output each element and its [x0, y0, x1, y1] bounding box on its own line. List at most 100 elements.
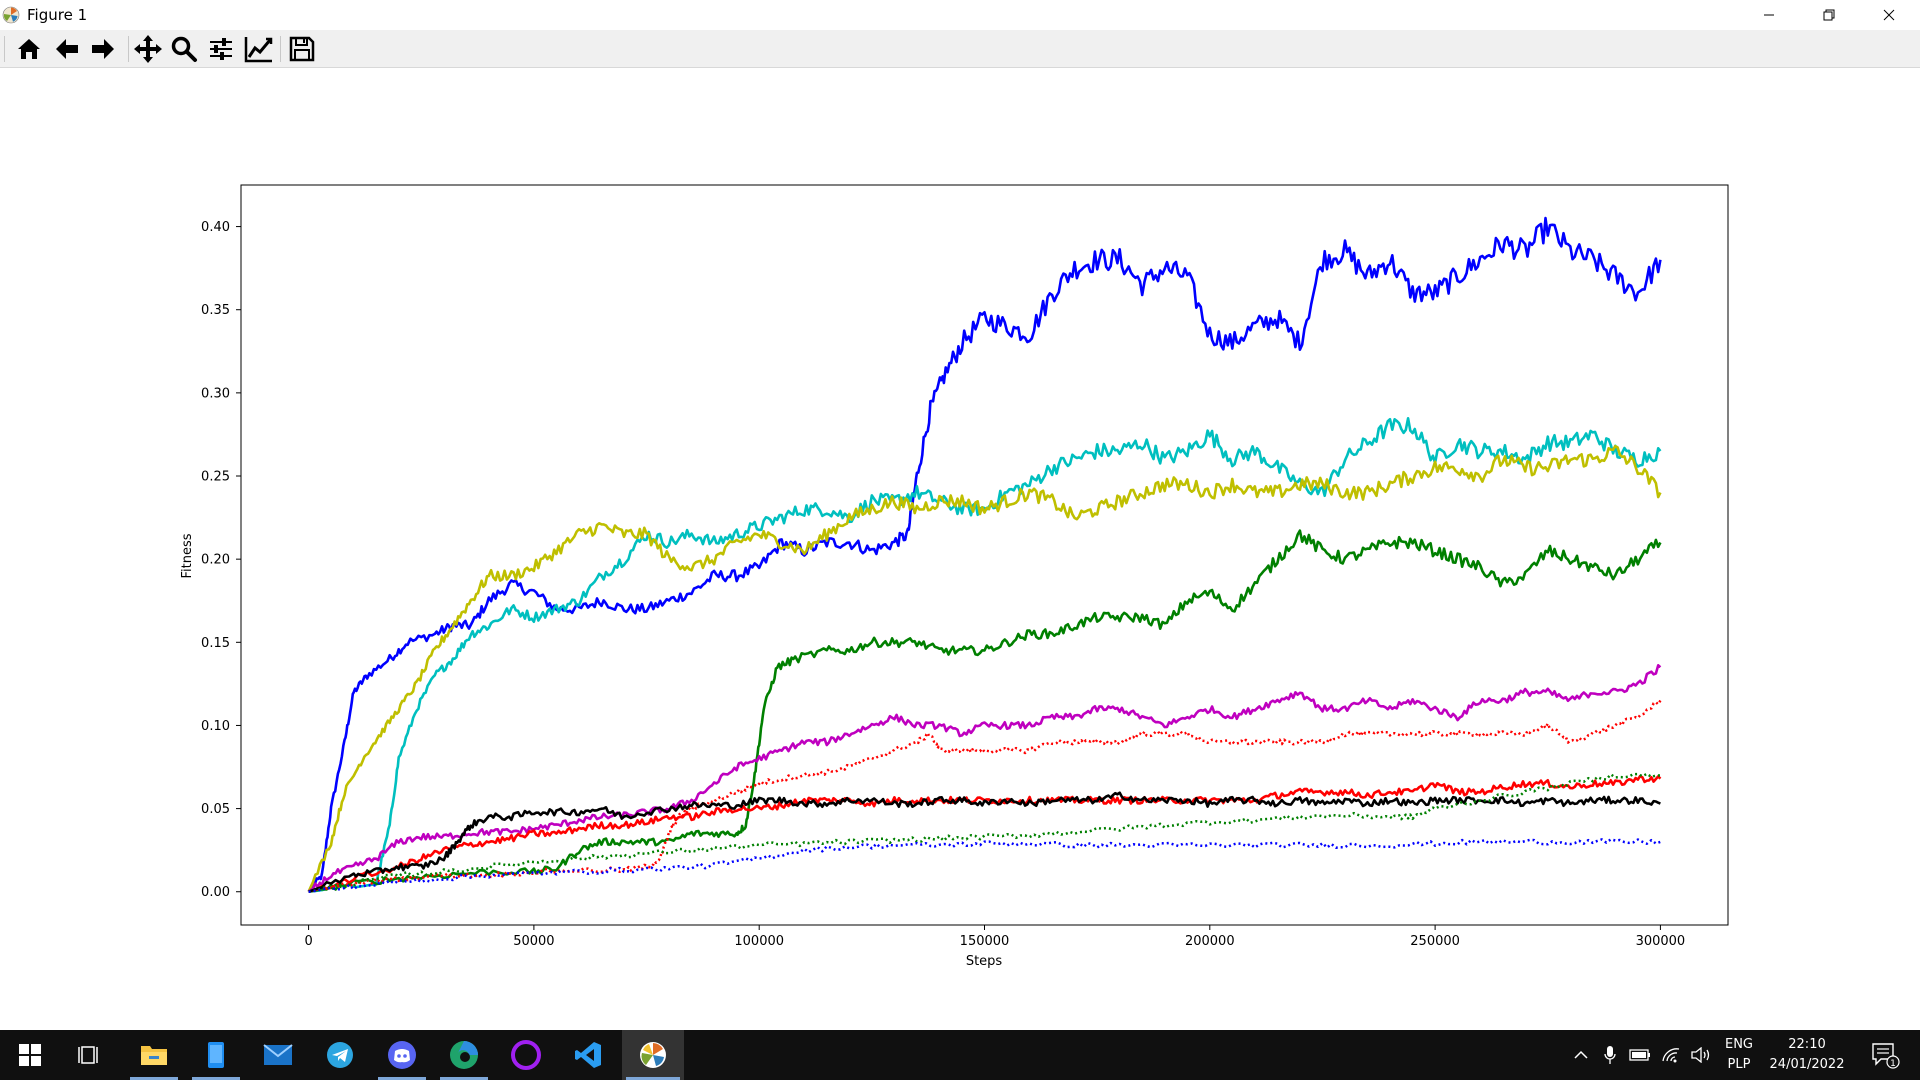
taskbar-obs[interactable]: [498, 1030, 554, 1080]
input-language-button[interactable]: ENG PLP: [1720, 1030, 1758, 1080]
series-layer: [307, 216, 1662, 893]
plot-frame: [240, 184, 1729, 926]
close-icon: [1883, 9, 1895, 21]
x-tick-label: 200000: [1185, 934, 1235, 949]
volume-tray-button[interactable]: [1688, 1030, 1714, 1080]
notification-center-button[interactable]: 1: [1866, 1030, 1906, 1080]
pan-icon: [134, 35, 162, 63]
forward-button[interactable]: [87, 33, 119, 65]
series-line-3: [308, 529, 1662, 893]
y-tick-label: 0.20: [201, 553, 230, 568]
clock-button[interactable]: 22:10 24/01/2022: [1762, 1030, 1852, 1080]
back-button[interactable]: [51, 33, 83, 65]
minimize-button[interactable]: [1740, 0, 1798, 30]
language-code: ENG: [1724, 1037, 1753, 1052]
taskbar-matplotlib-figure[interactable]: [622, 1030, 684, 1080]
y-tick-label: 0.25: [201, 470, 230, 485]
y-axis-label: Fitness: [180, 533, 195, 578]
home-button[interactable]: [13, 33, 45, 65]
taskbar-mail[interactable]: [250, 1030, 306, 1080]
x-tick-label: 0: [304, 934, 312, 949]
restore-button[interactable]: [1800, 0, 1858, 30]
running-indicator: [440, 1077, 488, 1080]
network-tray-button[interactable]: [1658, 1030, 1684, 1080]
x-axis-label: Steps: [966, 954, 1003, 969]
series-line-7: [308, 791, 1661, 893]
subplots-icon: [210, 38, 232, 60]
minimize-icon: [1764, 14, 1774, 16]
series-line-8: [308, 772, 1661, 893]
taskbar-telegram[interactable]: [312, 1030, 368, 1080]
matplotlib-icon: [640, 1042, 666, 1068]
wifi-icon: [1662, 1048, 1680, 1063]
microphone-tray-button[interactable]: [1598, 1030, 1622, 1080]
y-axis: 0.00 0.05 0.10 0.15 0.20 0.25 0.30 0.35 0.40: [201, 220, 241, 900]
file-explorer-icon: [141, 1046, 167, 1065]
battery-tray-button[interactable]: [1626, 1030, 1654, 1080]
clock-time: 22:10: [1788, 1037, 1826, 1052]
taskbar-discord[interactable]: [374, 1030, 430, 1080]
forward-arrow-icon: [92, 39, 114, 59]
telegram-icon: [327, 1042, 353, 1068]
taskbar-file-explorer[interactable]: [126, 1030, 182, 1080]
series-line-2: [307, 444, 1662, 893]
keyboard-layout-code: PLP: [1727, 1057, 1751, 1072]
y-tick-label: 0.35: [201, 303, 230, 318]
home-icon: [18, 39, 40, 59]
phone-icon: [208, 1042, 224, 1068]
toolbar-separator: [280, 36, 281, 62]
y-tick-label: 0.15: [201, 636, 230, 651]
window-titlebar: Figure 1: [0, 0, 1920, 30]
toolbar-separator: [128, 36, 129, 62]
task-view-icon: [78, 1046, 98, 1064]
y-tick-label: 0.40: [201, 220, 230, 235]
x-tick-label: 250000: [1410, 934, 1460, 949]
clock-date: 24/01/2022: [1769, 1057, 1845, 1072]
x-tick-label: 300000: [1636, 934, 1686, 949]
show-hidden-icons-button[interactable]: [1568, 1030, 1594, 1080]
series-line-0: [307, 216, 1662, 893]
window-title: Figure 1: [27, 6, 88, 24]
vscode-icon: [575, 1042, 601, 1068]
y-tick-label: 0.00: [201, 885, 230, 900]
taskbar-phone[interactable]: [188, 1030, 244, 1080]
edit-curve-button[interactable]: [243, 33, 275, 65]
matplotlib-toolbar: [0, 30, 1920, 68]
close-button[interactable]: [1860, 0, 1918, 30]
series-line-6: [308, 774, 1662, 893]
restore-icon: [1823, 9, 1835, 21]
mail-icon: [263, 1044, 293, 1065]
battery-icon: [1629, 1049, 1650, 1061]
zoom-icon: [171, 36, 197, 62]
subplots-button[interactable]: [205, 33, 237, 65]
save-button[interactable]: [286, 33, 318, 65]
running-indicator: [378, 1077, 426, 1080]
matplotlib-app-icon: [2, 6, 20, 24]
task-view-button[interactable]: [62, 1030, 118, 1080]
toolbar-separator: [4, 36, 5, 62]
windows-start-icon: [19, 1044, 41, 1066]
y-tick-label: 0.10: [201, 719, 230, 734]
notification-count: 1: [1890, 1059, 1896, 1069]
x-tick-label: 50000: [513, 934, 554, 949]
series-line-9: [308, 838, 1661, 893]
taskbar-edge[interactable]: [436, 1030, 492, 1080]
discord-icon: [388, 1041, 416, 1069]
windows-taskbar: ENG PLP 22:10 24/01/2022 1: [0, 1030, 1920, 1080]
running-indicator: [192, 1077, 240, 1080]
y-tick-label: 0.30: [201, 386, 230, 401]
series-line-5: [308, 699, 1662, 893]
y-tick-label: 0.05: [201, 802, 230, 817]
series-line-4: [307, 664, 1662, 893]
x-tick-label: 150000: [960, 934, 1010, 949]
start-button[interactable]: [2, 1030, 58, 1080]
microphone-icon: [1604, 1046, 1616, 1064]
back-arrow-icon: [56, 39, 78, 59]
running-indicator: [130, 1077, 178, 1080]
chevron-up-icon: [1574, 1050, 1588, 1059]
edit-curve-icon: [244, 37, 273, 63]
x-axis: 0 50000 100000 150000 200000 250000 300000: [304, 925, 1685, 949]
taskbar-vscode[interactable]: [560, 1030, 616, 1080]
zoom-button[interactable]: [168, 33, 200, 65]
pan-button[interactable]: [132, 33, 164, 65]
